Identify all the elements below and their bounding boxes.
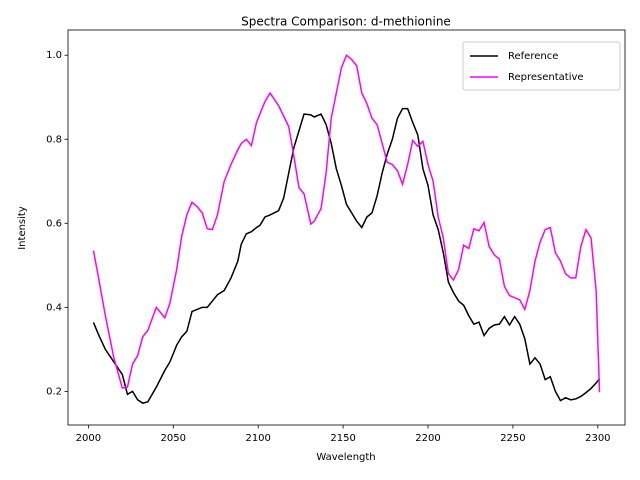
y-tick-label: 1.0 (46, 50, 62, 61)
legend-label: Reference (508, 51, 558, 62)
y-tick-label: 0.2 (46, 386, 62, 397)
y-tick-label: 0.6 (46, 218, 62, 229)
y-tick-label: 0.8 (46, 134, 62, 145)
y-axis-label: Intensity (17, 206, 28, 250)
series-line (92, 107, 601, 404)
legend-box (462, 41, 621, 91)
legend-label: Representative (508, 72, 584, 83)
chart-title: Spectra Comparison: d-methionine (241, 15, 451, 29)
y-tick-label: 0.4 (46, 302, 62, 313)
x-tick-label: 2250 (500, 433, 525, 444)
series-line (92, 53, 601, 393)
x-tick-label: 2300 (585, 433, 610, 444)
x-tick-label: 2150 (330, 433, 355, 444)
x-tick-label: 2200 (415, 433, 440, 444)
x-tick-label: 2050 (161, 433, 186, 444)
x-tick-label: 2100 (245, 433, 270, 444)
x-axis-label: Wavelength (316, 452, 375, 463)
plot-frame (67, 29, 626, 426)
x-tick-label: 2000 (76, 433, 101, 444)
